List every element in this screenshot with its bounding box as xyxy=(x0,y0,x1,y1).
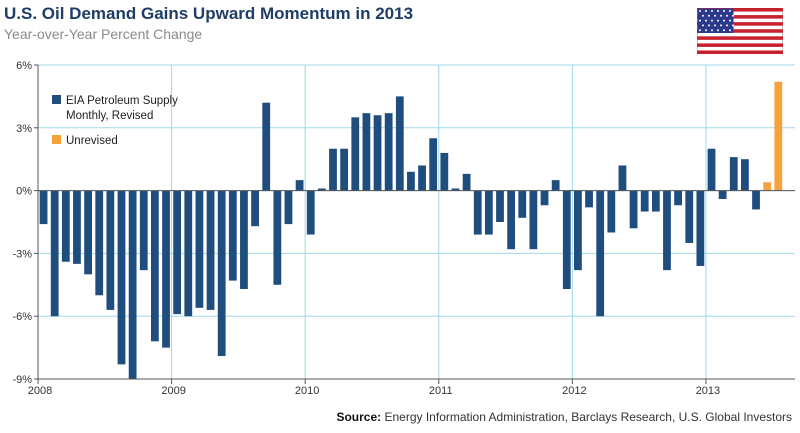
bar-revised xyxy=(317,188,326,191)
bar-revised xyxy=(674,190,682,206)
x-tick-label: 2009 xyxy=(161,385,185,397)
bar-revised xyxy=(251,190,259,227)
bar-revised xyxy=(640,190,649,212)
bar-revised xyxy=(306,190,315,235)
bar-revised xyxy=(295,180,304,191)
x-tick-label: 2008 xyxy=(28,385,52,397)
bar-unrevised xyxy=(774,81,783,191)
bar-revised xyxy=(585,190,593,208)
bar-revised xyxy=(84,190,92,275)
bar-revised xyxy=(462,173,471,191)
bar-revised xyxy=(106,190,115,310)
bar-revised xyxy=(507,190,516,250)
y-tick-label: 6% xyxy=(16,60,32,72)
y-tick-label: -6% xyxy=(12,311,32,323)
bar-revised xyxy=(729,157,738,191)
bar-revised xyxy=(73,190,81,264)
bar-revised xyxy=(718,190,727,199)
source-note: Source: Energy Information Administratio… xyxy=(336,410,792,424)
y-tick-label: -9% xyxy=(12,374,32,386)
bar-revised xyxy=(551,180,560,191)
bar-revised xyxy=(752,190,760,210)
x-tick-label: 2013 xyxy=(696,385,720,397)
y-tick-label: 3% xyxy=(16,123,32,135)
bar-revised xyxy=(162,190,170,348)
x-tick-labels: 2008 2009 2010 2011 2012 2013 xyxy=(28,385,720,397)
bar-revised xyxy=(596,190,605,317)
bar-revised xyxy=(50,190,59,317)
bar-revised xyxy=(696,190,705,266)
bar-revised xyxy=(329,148,337,191)
us-flag-icon xyxy=(697,8,783,54)
bar-revised xyxy=(529,190,538,250)
legend: EIA Petroleum Supply Monthly, Revised Unre… xyxy=(52,95,178,147)
y-tick-labels: 6% 3% 0% -3% -6% -9% xyxy=(12,60,32,386)
bar-revised xyxy=(184,190,193,317)
bar-revised xyxy=(484,190,493,235)
bar-revised xyxy=(562,190,571,289)
bar-revised xyxy=(61,190,70,262)
source-text: Energy Information Administration, Barcl… xyxy=(381,410,792,424)
bar-revised xyxy=(117,190,126,365)
bar-revised xyxy=(651,190,660,212)
bar-unrevised xyxy=(763,182,772,191)
bar-revised xyxy=(39,190,48,225)
chart-title: U.S. Oil Demand Gains Upward Momentum in… xyxy=(4,4,414,23)
bar-revised xyxy=(540,190,549,206)
bar-revised xyxy=(173,190,182,315)
bar-revised xyxy=(150,190,159,342)
source-label: Source: xyxy=(336,410,382,424)
bar-revised xyxy=(574,190,582,271)
bar-revised xyxy=(284,190,293,225)
bar-revised xyxy=(518,190,527,218)
bar-revised xyxy=(228,190,237,281)
bar-revised xyxy=(496,190,504,222)
legend-label-revised: EIA Petroleum Supply Monthly, Revised xyxy=(66,95,178,122)
bar-revised xyxy=(707,148,716,191)
x-tick-label: 2011 xyxy=(429,385,453,397)
bar-revised xyxy=(139,190,148,271)
bar-revised xyxy=(618,165,627,191)
y-tick-label: -3% xyxy=(12,248,32,260)
bar-revised xyxy=(362,113,371,191)
bar-revised xyxy=(340,148,349,191)
bar-revised xyxy=(217,190,226,356)
bar-revised xyxy=(407,171,415,191)
bar-revised xyxy=(429,138,438,191)
bar-revised xyxy=(195,190,204,308)
x-tick-label: 2010 xyxy=(295,385,319,397)
bar-revised xyxy=(262,102,271,191)
bar-revised xyxy=(395,96,404,191)
bar-revised xyxy=(351,117,360,191)
bar-revised xyxy=(629,190,638,229)
bar-revised xyxy=(240,190,248,289)
bar-revised xyxy=(685,190,694,243)
x-tick-label: 2012 xyxy=(562,385,586,397)
bar-revised xyxy=(418,165,426,191)
bar-revised xyxy=(451,188,460,191)
chart-subtitle: Year-over-Year Percent Change xyxy=(4,26,203,42)
bar-revised xyxy=(273,190,282,285)
y-tick-label: 0% xyxy=(16,186,32,198)
legend-swatch-revised xyxy=(52,95,61,104)
bar-revised xyxy=(663,190,671,271)
bar-revised xyxy=(607,190,616,233)
bar-revised xyxy=(473,190,482,235)
bars xyxy=(39,81,783,379)
bar-revised xyxy=(128,190,137,379)
bar-revised xyxy=(373,115,382,191)
legend-label-unrevised: Unrevised xyxy=(66,135,118,147)
legend-swatch-unrevised xyxy=(52,135,61,144)
bar-revised xyxy=(384,113,393,191)
bar-revised xyxy=(95,190,104,296)
axes xyxy=(34,64,795,384)
bar-revised xyxy=(440,152,449,191)
bar-revised xyxy=(741,159,749,191)
bar-revised xyxy=(206,190,215,310)
